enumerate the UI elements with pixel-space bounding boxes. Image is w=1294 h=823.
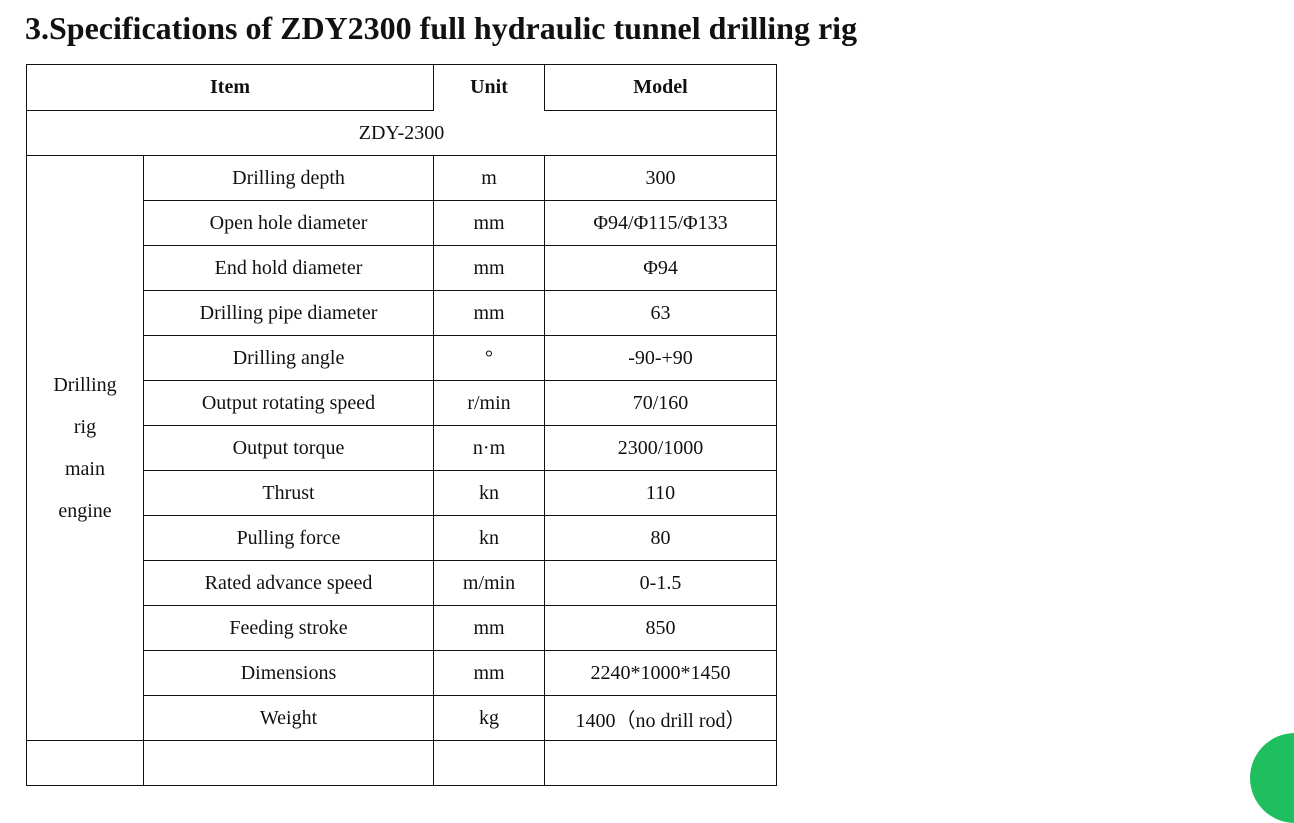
spec-row: Output torque n·m 2300/1000 xyxy=(27,425,778,471)
spec-row: Drilling pipe diameter mm 63 xyxy=(27,290,778,336)
group-cell: Drilling rig main engine xyxy=(26,155,144,741)
value-cell: 110 xyxy=(544,470,778,516)
unit-cell: mm xyxy=(433,290,546,336)
value-cell: -90-+90 xyxy=(544,335,778,381)
item-cell: Pulling force xyxy=(142,515,435,561)
item-cell: Open hole diameter xyxy=(142,200,435,246)
value-cell: 63 xyxy=(544,290,778,336)
unit-cell: ° xyxy=(433,335,546,381)
empty-cell xyxy=(142,740,435,786)
item-cell: Drilling angle xyxy=(142,335,435,381)
group-line: Drilling xyxy=(53,374,117,396)
page: 3.Specifications of ZDY2300 full hydraul… xyxy=(25,10,1294,823)
spec-table: Item Unit Model ZDY-2300 Drilling rig main… xyxy=(25,64,778,786)
header-cell: Item xyxy=(25,64,435,111)
unit-cell: kn xyxy=(433,515,546,561)
table-body: Item Unit Model ZDY-2300 Drilling rig main… xyxy=(25,64,778,786)
spec-row: End hold diameter mm Φ94 xyxy=(27,245,778,291)
group-line: rig xyxy=(73,416,97,438)
header-cell: Model xyxy=(544,64,778,111)
unit-cell: mm xyxy=(433,650,546,696)
unit-cell: mm xyxy=(433,605,546,651)
value-cell: Φ94 xyxy=(544,245,778,291)
item-cell: Drilling depth xyxy=(142,155,435,201)
item-cell: Thrust xyxy=(142,470,435,516)
spec-row: Drilling rig main engine Drilling depth m 300 xyxy=(26,155,778,741)
next-row xyxy=(26,740,778,786)
spec-row: Drilling angle ° -90-+90 xyxy=(27,335,778,381)
unit-cell: m xyxy=(433,155,546,201)
item-cell: End hold diameter xyxy=(142,245,435,291)
value-cell: 2300/1000 xyxy=(544,425,778,471)
item-cell: Rated advance speed xyxy=(142,560,435,606)
item-cell: Output torque xyxy=(142,425,435,471)
empty-cell xyxy=(544,740,778,786)
item-cell: Output rotating speed xyxy=(142,380,435,426)
unit-cell: mm xyxy=(433,200,546,246)
value-cell: 1400（no drill rod） xyxy=(544,695,778,741)
value-cell: 2240*1000*1450 xyxy=(544,650,778,696)
value-cell: 80 xyxy=(544,515,778,561)
group-line: main xyxy=(65,458,105,480)
spec-row: Pulling force kn 80 xyxy=(27,515,778,561)
unit-cell: mm xyxy=(433,245,546,291)
unit-cell: kn xyxy=(433,470,546,516)
unit-cell: kg xyxy=(433,695,546,741)
item-cell: Dimensions xyxy=(142,650,435,696)
header-row: Item Unit Model xyxy=(25,64,778,111)
group-line: engine xyxy=(58,500,112,522)
item-cell: Feeding stroke xyxy=(142,605,435,651)
unit-cell: r/min xyxy=(433,380,546,426)
item-cell: Drilling pipe diameter xyxy=(142,290,435,336)
header-cell: Unit xyxy=(433,64,546,111)
empty-cell xyxy=(26,740,144,786)
spec-row: Dimensions mm 2240*1000*1450 xyxy=(27,650,778,696)
unit-cell: n·m xyxy=(433,425,546,471)
value-cell: 300 xyxy=(544,155,778,201)
chat-widget[interactable] xyxy=(1250,733,1294,823)
model-name-cell: ZDY-2300 xyxy=(25,110,778,156)
value-cell: 0-1.5 xyxy=(544,560,778,606)
page-title: 3.Specifications of ZDY2300 full hydraul… xyxy=(25,10,858,46)
value-cell: 850 xyxy=(544,605,778,651)
empty-cell xyxy=(433,740,546,786)
item-cell: Weight xyxy=(142,695,435,741)
model-row: ZDY-2300 xyxy=(25,110,778,156)
value-cell: 70/160 xyxy=(544,380,778,426)
unit-cell: m/min xyxy=(433,560,546,606)
spec-row: Open hole diameter mm Φ94/Φ115/Φ133 xyxy=(27,200,778,246)
value-cell: Φ94/Φ115/Φ133 xyxy=(544,200,778,246)
